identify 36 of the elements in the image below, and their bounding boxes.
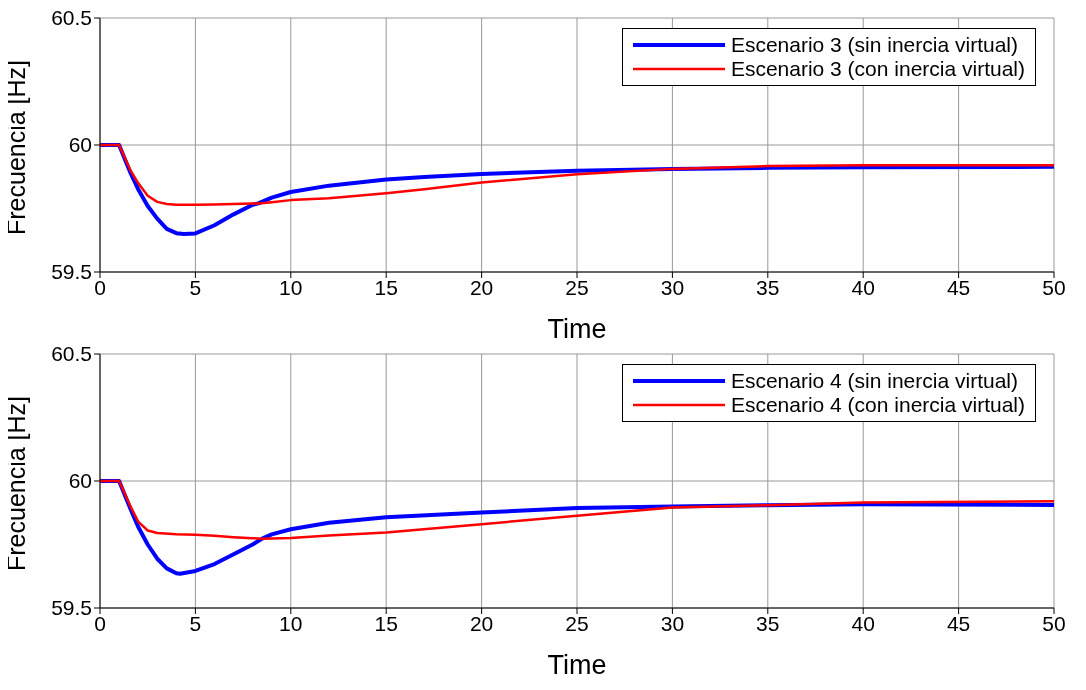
x-tick-label: 30 — [660, 611, 685, 635]
x-tick-label: 10 — [279, 611, 303, 635]
line-series — [100, 479, 1054, 540]
x-tick-label: 35 — [756, 275, 780, 299]
x-tick-label: 5 — [189, 275, 202, 299]
legend-label: Escenario 4 (con inercia virtual) — [730, 393, 1025, 417]
y-tick-label: 60 — [68, 469, 92, 493]
x-tick-label: 40 — [851, 611, 875, 635]
x-tick-label: 25 — [565, 611, 589, 635]
y-tick-label: 60 — [68, 133, 92, 157]
x-axis-title: Time — [547, 314, 607, 344]
line-series — [100, 143, 1054, 206]
x-tick-label: 25 — [565, 275, 589, 299]
x-tick-label: 5 — [189, 611, 202, 635]
x-tick-label: 45 — [946, 611, 971, 635]
x-tick-label: 0 — [94, 275, 106, 299]
x-tick-label: 30 — [660, 275, 685, 299]
x-tick-label: 35 — [756, 611, 780, 635]
x-tick-label: 20 — [469, 611, 494, 635]
y-tick-label: 59.5 — [51, 260, 92, 284]
x-tick-label: 45 — [946, 275, 971, 299]
x-tick-label: 10 — [279, 275, 303, 299]
legend-label: Escenario 3 (con inercia virtual) — [730, 57, 1025, 81]
x-axis-title: Time — [547, 650, 607, 680]
x-tick-label: 50 — [1042, 611, 1066, 635]
y-tick-label: 60.5 — [51, 6, 92, 30]
legend-label: Escenario 4 (sin inercia virtual) — [730, 369, 1018, 393]
x-tick-label: 20 — [469, 275, 494, 299]
y-tick-label: 59.5 — [51, 596, 92, 620]
legend-label: Escenario 3 (sin inercia virtual) — [730, 33, 1018, 57]
x-tick-label: 15 — [374, 611, 398, 635]
y-tick-label: 60.5 — [51, 342, 92, 366]
x-tick-label: 40 — [851, 275, 875, 299]
x-tick-label: 0 — [94, 611, 106, 635]
x-tick-label: 15 — [374, 275, 398, 299]
x-tick-label: 50 — [1042, 275, 1066, 299]
